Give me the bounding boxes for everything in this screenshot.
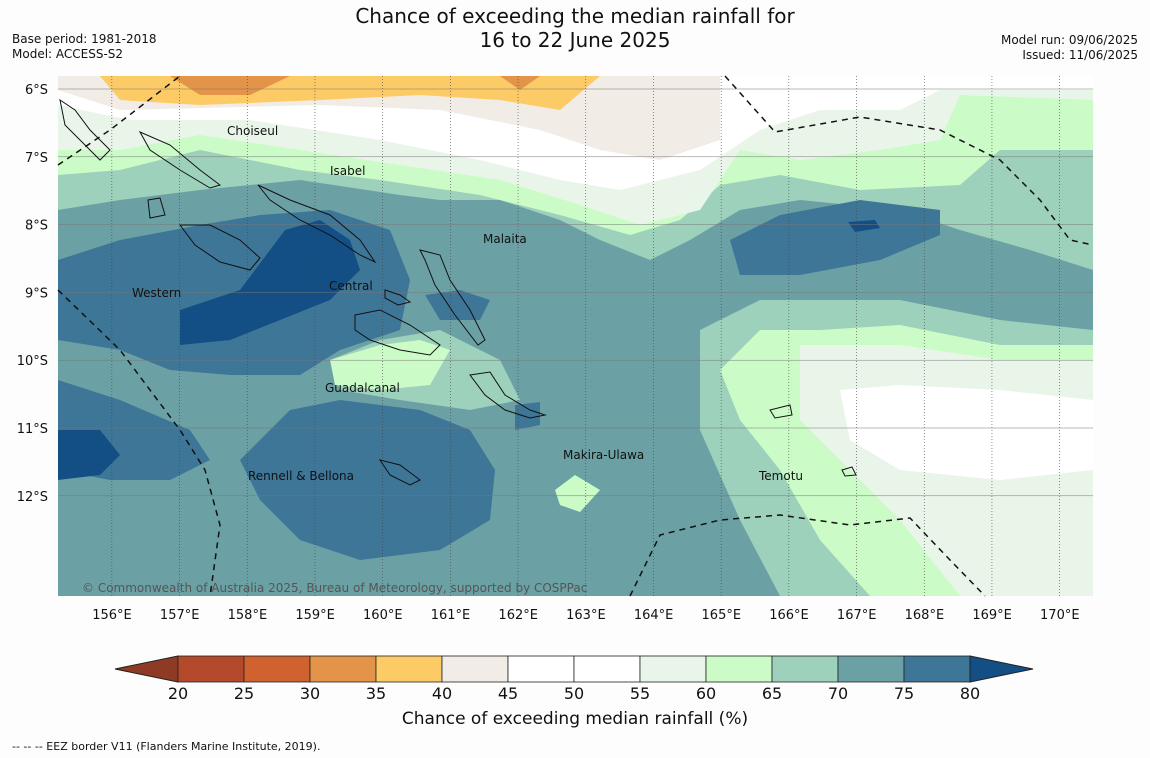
lon-tick-label: 159°E (295, 608, 335, 623)
model-run-text: Model run: 09/06/2025 (1000, 33, 1138, 47)
rainfall-field (58, 76, 1093, 596)
colorbar-tick-label: 40 (432, 684, 452, 703)
province-label: Choiseul (227, 124, 278, 138)
lon-tick-label: 169°E (972, 608, 1012, 623)
province-labels: Choiseul Isabel Malaita Western Central … (132, 124, 803, 483)
colorbar-bin (309, 655, 377, 683)
colorbar-bin (573, 655, 641, 683)
lon-tick-label: 164°E (634, 608, 674, 623)
colorbar-title: Chance of exceeding median rainfall (%) (401, 709, 749, 729)
colorbar-tick-label: 30 (300, 684, 320, 703)
lon-tick-label: 163°E (566, 608, 606, 623)
colorbar-tick-label: 65 (762, 684, 782, 703)
colorbar-tick-label: 55 (630, 684, 650, 703)
province-label: Western (132, 286, 181, 300)
lon-tick-label: 156°E (92, 608, 132, 623)
colorbar-tick-label: 75 (894, 684, 914, 703)
colorbar-tick-label: 20 (168, 684, 188, 703)
colorbar: 20 25 30 35 40 45 50 55 60 65 70 75 80 (114, 655, 1034, 703)
colorbar-bin (639, 655, 707, 683)
province-label: Rennell & Bellona (248, 469, 354, 483)
colorbar-tick-label: 25 (234, 684, 254, 703)
lon-tick-label: 158°E (228, 608, 268, 623)
map-title-line2: 16 to 22 June 2025 (479, 28, 671, 52)
colorbar-bin (243, 655, 311, 683)
lon-tick-label: 157°E (160, 608, 200, 623)
lat-tick-label: 9°S (25, 286, 48, 301)
lon-tick-label: 161°E (431, 608, 471, 623)
lat-tick-label: 12°S (17, 490, 48, 505)
lon-tick-label: 167°E (837, 608, 877, 623)
lon-tick-label: 165°E (702, 608, 742, 623)
lat-tick-label: 11°S (17, 422, 48, 437)
lon-tick-label: 170°E (1040, 608, 1080, 623)
model-text: Model: ACCESS-S2 (12, 47, 124, 61)
colorbar-bin (375, 655, 443, 683)
colorbar-tick-label: 35 (366, 684, 386, 703)
colorbar-bin (771, 655, 839, 683)
province-label: Temotu (758, 469, 803, 483)
province-label: Malaita (483, 232, 527, 246)
lon-tick-label: 168°E (905, 608, 945, 623)
colorbar-arrow-high (969, 655, 1034, 683)
eez-footnote: -- -- -- EEZ border V11 (Flanders Marine… (12, 740, 321, 753)
coastlines (59, 98, 857, 486)
colorbar-tick-label: 80 (960, 684, 980, 703)
base-period-text: Base period: 1981-2018 (12, 32, 157, 46)
longitude-labels: 156°E 157°E 158°E 159°E 160°E 161°E 162°E 163°E… (92, 608, 1079, 623)
colorbar-bin (507, 655, 575, 683)
colorbar-bin (441, 655, 509, 683)
colorbar-bin (903, 655, 971, 683)
colorbar-bin (837, 655, 905, 683)
province-label: Makira-Ulawa (563, 448, 644, 462)
colorbar-arrow-low (114, 655, 179, 683)
colorbar-tick-label: 70 (828, 684, 848, 703)
lat-tick-label: 6°S (25, 83, 48, 98)
colorbar-bin (177, 655, 245, 683)
eez-borders (57, 75, 1094, 597)
colorbar-tick-label: 45 (498, 684, 518, 703)
copyright-text: © Commonwealth of Australia 2025, Bureau… (82, 581, 587, 595)
province-label: Guadalcanal (325, 381, 400, 395)
lon-tick-label: 166°E (769, 608, 809, 623)
lat-tick-label: 7°S (25, 151, 48, 166)
colorbar-tick-label: 50 (564, 684, 584, 703)
map-title-line1: Chance of exceeding the median rainfall … (355, 4, 795, 28)
province-label: Central (329, 279, 373, 293)
colorbar-tick-label: 60 (696, 684, 716, 703)
lon-tick-label: 162°E (498, 608, 538, 623)
province-label: Isabel (330, 164, 365, 178)
lon-tick-label: 160°E (363, 608, 403, 623)
colorbar-bin (705, 655, 773, 683)
lat-tick-label: 8°S (25, 219, 48, 234)
latitude-lines (58, 88, 1093, 497)
issued-text: Issued: 11/06/2025 (1022, 48, 1138, 62)
lat-tick-label: 10°S (17, 354, 48, 369)
latitude-labels: 6°S 7°S 8°S 9°S 10°S 11°S 12°S (17, 83, 48, 505)
